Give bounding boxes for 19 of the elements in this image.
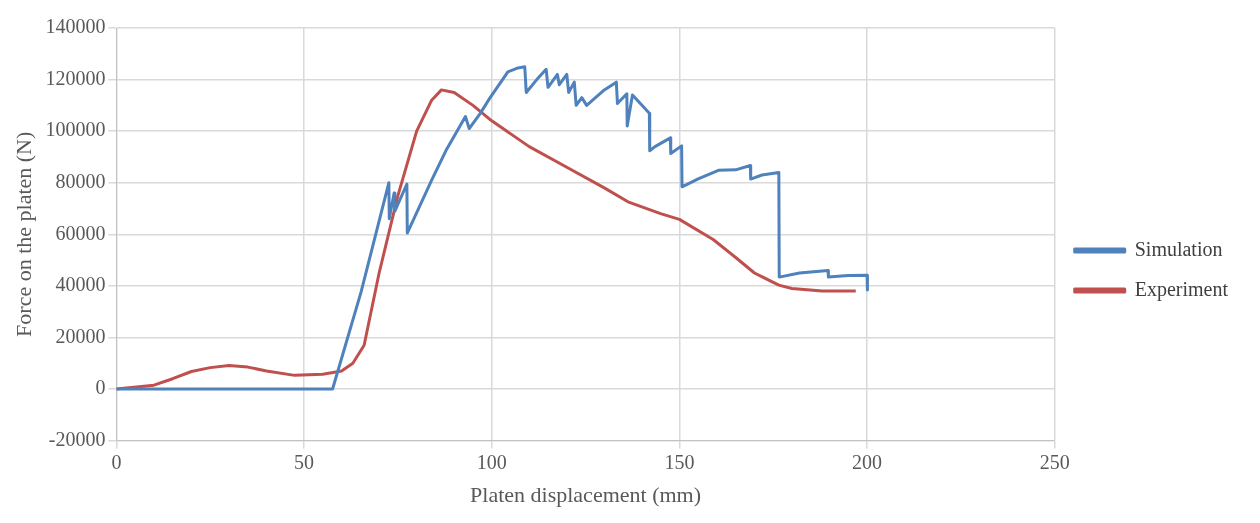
y-tick-label: -20000 [48,427,106,450]
y-tick-label: 80000 [55,169,106,192]
x-tick-label: 50 [294,450,315,473]
y-axis-title: Force on the platen (N) [10,131,36,337]
legend-label: Simulation [1134,237,1223,260]
x-tick-label: 250 [1039,450,1070,473]
x-tick-label: 0 [111,450,122,473]
y-tick-label: 120000 [45,66,106,89]
x-axis-title: Platen displacement (mm) [470,481,702,507]
y-tick-label: 140000 [45,15,106,38]
x-tick-label: 200 [852,450,883,473]
y-tick-label: 0 [95,376,106,399]
y-tick-label: 60000 [55,221,106,244]
x-tick-label: 100 [476,450,507,473]
y-tick-label: 40000 [55,273,106,296]
x-tick-label: 150 [664,450,695,473]
y-tick-label: 20000 [55,324,106,347]
y-tick-label: 100000 [45,118,106,141]
legend-label: Experiment [1134,277,1229,301]
